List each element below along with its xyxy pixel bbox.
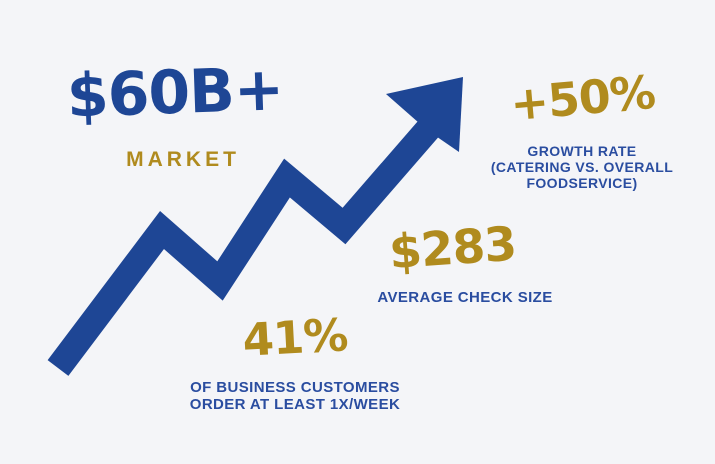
trend-arrow-shaft: [47, 118, 440, 376]
order-frequency-label: OF BUSINESS CUSTOMERS ORDER AT LEAST 1X/…: [183, 379, 407, 413]
order-frequency-label-line1: OF BUSINESS CUSTOMERS: [190, 379, 400, 396]
growth-rate-label-line1: GROWTH RATE: [527, 143, 637, 159]
growth-rate-label: GROWTH RATE (CATERING VS. OVERALL FOODSE…: [477, 143, 687, 191]
growth-rate-label-line2: (CATERING VS. OVERALL: [490, 159, 674, 175]
order-frequency-value: 41%: [241, 308, 349, 367]
average-check-label: AVERAGE CHECK SIZE: [377, 289, 553, 306]
growth-rate-label-line3: FOODSERVICE): [526, 175, 638, 191]
order-frequency-label-line2: ORDER AT LEAST 1X/WEEK: [189, 396, 401, 413]
average-check-value: $283: [387, 216, 518, 281]
market-size-value: $60B+: [65, 54, 285, 132]
market-size-label: MARKET: [126, 148, 240, 171]
trend-arrow-head: [386, 77, 463, 152]
